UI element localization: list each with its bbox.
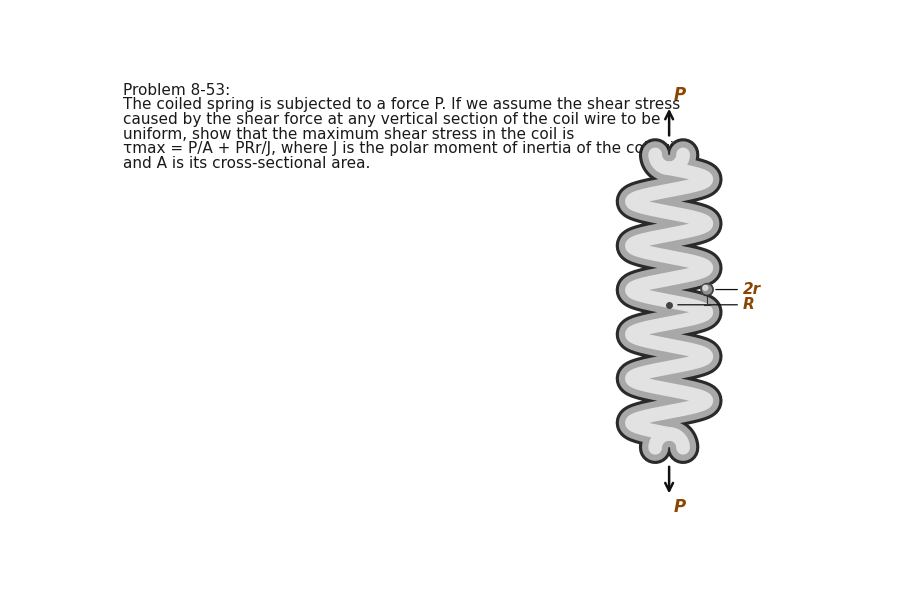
Text: The coiled spring is subjected to a force P. If we assume the shear stress: The coiled spring is subjected to a forc… bbox=[122, 97, 679, 112]
Text: P: P bbox=[673, 498, 686, 516]
Text: R: R bbox=[742, 297, 754, 312]
Text: P: P bbox=[673, 86, 686, 104]
Circle shape bbox=[702, 286, 707, 290]
Text: 2r: 2r bbox=[742, 282, 760, 297]
Text: caused by the shear force at any vertical section of the coil wire to be: caused by the shear force at any vertica… bbox=[122, 112, 660, 127]
Text: Problem 8-53:: Problem 8-53: bbox=[122, 83, 230, 98]
Text: and A is its cross-sectional area.: and A is its cross-sectional area. bbox=[122, 156, 369, 171]
Text: τmax = P/A + PRr/J, where J is the polar moment of inertia of the coil wire: τmax = P/A + PRr/J, where J is the polar… bbox=[122, 142, 688, 156]
Text: uniform, show that the maximum shear stress in the coil is: uniform, show that the maximum shear str… bbox=[122, 127, 573, 142]
Circle shape bbox=[700, 284, 712, 295]
